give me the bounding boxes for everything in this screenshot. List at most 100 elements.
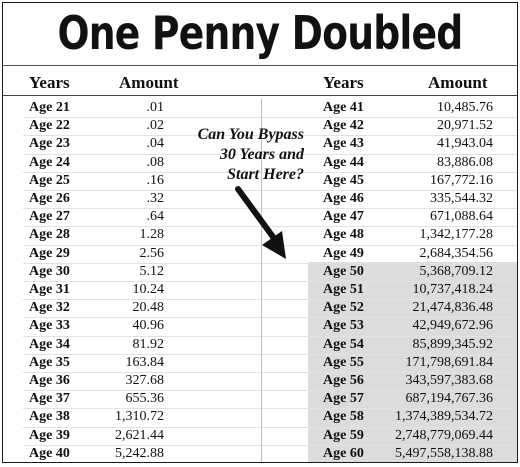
amount-value: 5,497,558,138.88	[395, 445, 493, 461]
age-label: Age 43	[323, 136, 364, 152]
row-separator	[23, 335, 261, 337]
row-separator	[262, 117, 517, 119]
age-label: Age 45	[323, 172, 364, 188]
row-separator	[262, 299, 517, 301]
row-separator	[23, 317, 261, 319]
table-row: Age 36 327.68	[29, 372, 164, 390]
amount-value: .32	[146, 191, 165, 206]
callout-line: 30 Years and	[219, 146, 304, 163]
age-label: Age 40	[29, 445, 70, 461]
table-row: Age 23 .04	[29, 135, 164, 153]
arrow-down-right-icon	[235, 186, 286, 259]
age-label: Age 57	[323, 391, 364, 407]
amount-value: 671,088.64	[430, 209, 493, 225]
row-separator	[262, 408, 517, 410]
amount-value: 1,310.72	[115, 409, 164, 425]
age-label: Age 25	[29, 172, 70, 188]
row-separator	[262, 208, 517, 210]
row-separator	[262, 226, 517, 228]
amount-value: .01	[146, 100, 165, 115]
row-separator	[23, 208, 261, 210]
amount-value: 81.92	[132, 336, 165, 352]
age-label: Age 34	[29, 336, 70, 352]
table-row: Age 38 1,310.72	[29, 408, 164, 426]
amount-value: 20.48	[132, 300, 165, 316]
amount-value: 687,194,767.36	[405, 391, 494, 407]
amount-value: 40.96	[132, 318, 165, 334]
table-row: Age 47 671,088.64	[323, 208, 493, 226]
table-row: Age 51 10,737,418.24	[323, 281, 493, 299]
amount-value: 10.24	[132, 282, 165, 297]
age-label: Age 22	[29, 118, 70, 134]
row-separator	[23, 353, 261, 355]
table-row: Age 46 335,544.32	[323, 190, 493, 208]
amount-value: 335,544.32	[430, 191, 493, 206]
amount-value: 2,684,354.56	[419, 245, 494, 261]
age-label: Age 44	[323, 154, 364, 170]
callout-text: Can You Bypass 30 Years and Start Here?	[168, 125, 304, 185]
row-separator	[262, 190, 517, 191]
age-label: Age 29	[29, 245, 70, 261]
table-row: Age 37 655.36	[29, 390, 164, 408]
amount-value: 2,621.44	[115, 427, 164, 443]
table-row: Age 44 83,886.08	[323, 154, 493, 172]
table-row: Age 60 5,497,558,138.88	[323, 445, 493, 463]
penny-doubled-table: One Penny Doubled Years Amount Years Amo…	[2, 2, 518, 463]
age-label: Age 31	[29, 282, 70, 297]
amount-value: .08	[146, 154, 165, 170]
row-separator	[262, 153, 517, 155]
amount-value: 343,597,383.68	[405, 373, 494, 388]
column-divider	[261, 99, 262, 462]
age-label: Age 35	[29, 354, 70, 370]
age-label: Age 51	[323, 282, 364, 297]
age-label: Age 21	[29, 100, 70, 115]
row-separator	[23, 299, 261, 301]
amount-value: 2.56	[139, 245, 165, 261]
page-title: One Penny Doubled	[57, 6, 464, 60]
table-row: Age 50 5,368,709.12	[323, 263, 493, 281]
table-row: Age 29 2.56	[29, 245, 164, 263]
callout-line: Start Here?	[227, 166, 304, 183]
table-row: Age 56 343,597,383.68	[323, 372, 493, 390]
amount-value: 167,772.16	[430, 172, 493, 188]
amount-value: 10,485.76	[437, 100, 493, 115]
row-separator	[262, 171, 517, 173]
row-separator	[23, 426, 261, 428]
amount-value: 5,242.88	[115, 445, 164, 461]
amount-value: 42,949,672.96	[412, 318, 494, 334]
title-divider	[3, 65, 517, 66]
amount-value: 1.28	[139, 227, 165, 243]
row-separator	[23, 390, 261, 392]
amount-value: .02	[146, 118, 165, 134]
age-label: Age 26	[29, 191, 70, 206]
row-separator	[262, 281, 517, 282]
age-label: Age 55	[323, 354, 364, 370]
table-row: Age 49 2,684,354.56	[323, 245, 493, 263]
row-separator	[23, 262, 261, 264]
table-row: Age 41 10,485.76	[323, 99, 493, 117]
row-separator	[23, 153, 261, 155]
amount-value: 5,368,709.12	[419, 263, 494, 279]
row-separator	[23, 244, 261, 246]
table-row: Age 48 1,342,177.28	[323, 226, 493, 244]
table-row: Age 42 20,971.52	[323, 117, 493, 135]
row-separator	[23, 444, 261, 446]
row-separator	[23, 117, 261, 119]
amount-value: .64	[146, 209, 165, 225]
row-separator	[23, 408, 261, 410]
amount-value: 20,971.52	[437, 118, 493, 134]
amount-value: 5.12	[139, 263, 165, 279]
header-divider	[3, 95, 517, 96]
table-row: Age 59 2,748,779,069.44	[323, 427, 493, 445]
age-label: Age 59	[323, 427, 364, 443]
age-label: Age 46	[323, 191, 364, 206]
table-row: Age 45 167,772.16	[323, 172, 493, 190]
table-row: Age 54 85,899,345.92	[323, 336, 493, 354]
table-row: Age 52 21,474,836.48	[323, 299, 493, 317]
age-label: Age 41	[323, 100, 364, 115]
highlight-region	[308, 262, 517, 462]
table-row: Age 31 10.24	[29, 281, 164, 299]
table-row: Age 39 2,621.44	[29, 427, 164, 445]
amount-value: 83,886.08	[437, 154, 493, 170]
table-row: Age 34 81.92	[29, 336, 164, 354]
